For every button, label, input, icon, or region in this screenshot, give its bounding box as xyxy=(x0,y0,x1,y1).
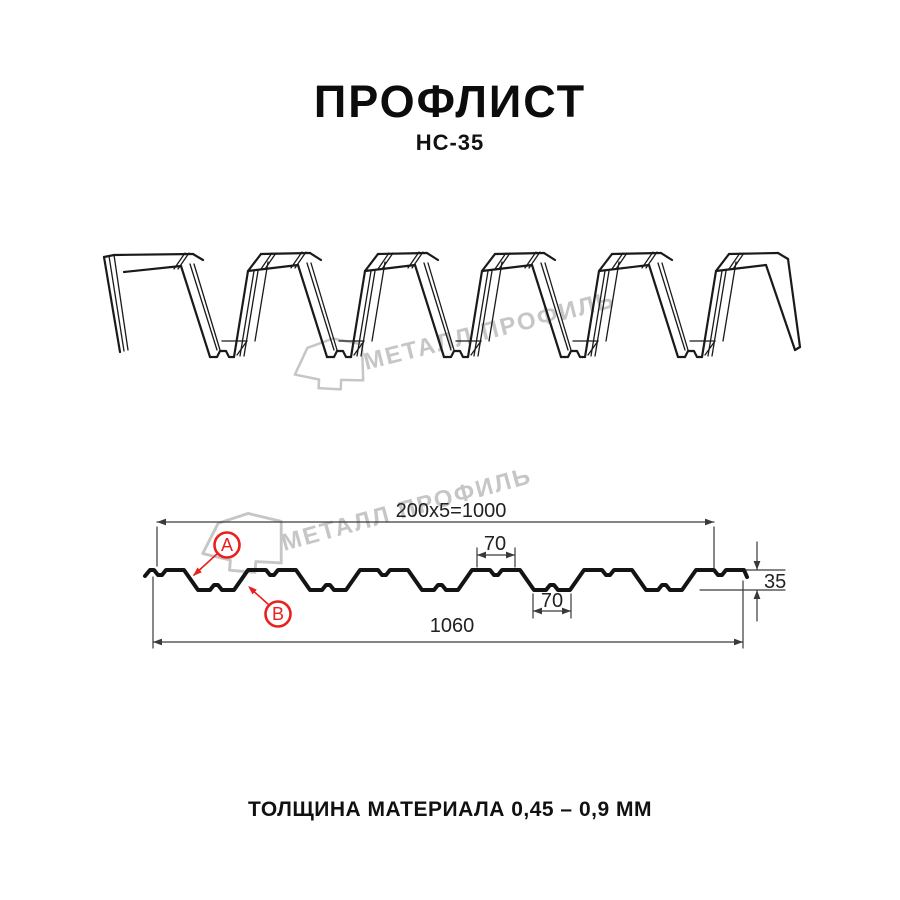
thickness-note: ТОЛЩИНА МАТЕРИАЛА 0,45 – 0,9 ММ xyxy=(248,798,652,821)
dim-height-label: 35 xyxy=(764,571,786,593)
dim-crest-width-label: 70 xyxy=(484,533,506,555)
dim-total-width-label: 1060 xyxy=(430,615,475,637)
marker-b-label: B xyxy=(272,604,284,624)
watermark-layer: МЕТАЛЛ ПРОФИЛЬ МЕТАЛЛ ПРОФИЛЬ xyxy=(201,286,618,574)
sheet-3d-view xyxy=(102,251,802,359)
dim-coverage-label: 200x5=1000 xyxy=(396,500,507,522)
brand-logo-outline xyxy=(201,512,283,574)
dimension-lines xyxy=(152,518,786,649)
watermark-text: МЕТАЛЛ ПРОФИЛЬ xyxy=(361,286,618,376)
page-title: ПРОФЛИСТ xyxy=(313,76,587,127)
brand-logo-outline xyxy=(293,337,365,391)
dimension-labels: 200x5=1000 70 70 35 1060 A B xyxy=(221,500,786,637)
page-subtitle: НС-35 xyxy=(415,130,485,155)
marker-callouts xyxy=(193,531,292,628)
dim-valley-width-label: 70 xyxy=(541,590,563,612)
marker-a-label: A xyxy=(221,535,233,555)
profile-cross-section xyxy=(143,568,749,592)
